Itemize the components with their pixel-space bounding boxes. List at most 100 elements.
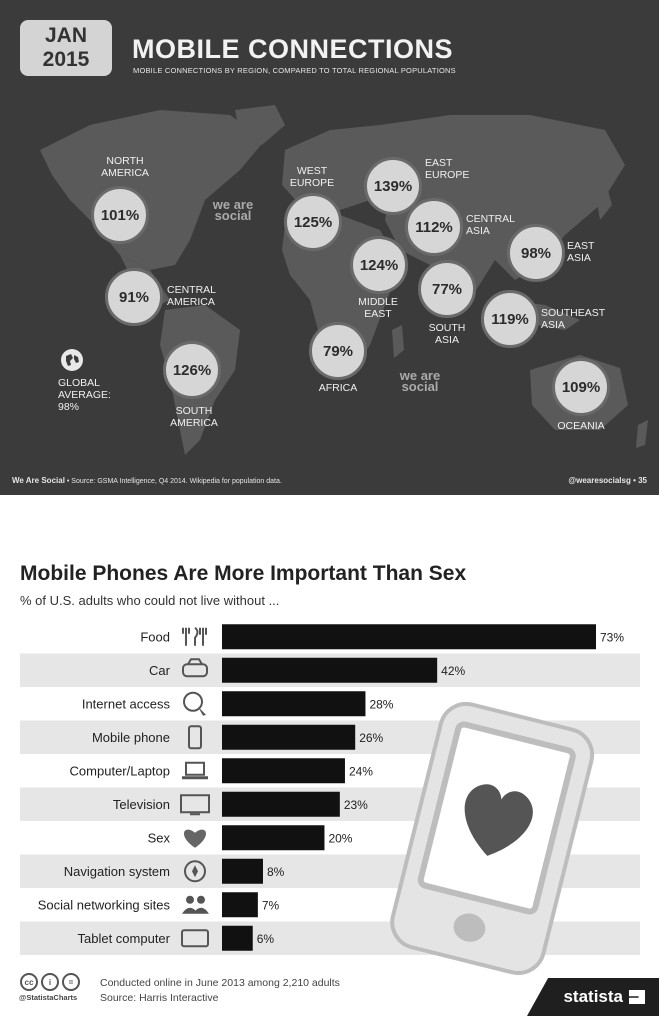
category-label: Sex — [148, 830, 171, 845]
value-label: 7% — [262, 898, 280, 912]
chart-title: Mobile Phones Are More Important Than Se… — [20, 562, 467, 585]
laptop-screen — [185, 761, 205, 776]
statista-mark-icon — [629, 990, 645, 1004]
region-label-east-europe: EAST EUROPE — [425, 157, 470, 181]
date-year: 2015 — [42, 48, 90, 71]
mobile-phone-icon — [188, 725, 202, 750]
cutlery-shape — [182, 626, 207, 646]
watermark-logo: we are social — [399, 368, 441, 394]
statista-handle: @StatistaCharts — [19, 993, 78, 1002]
source-note: Source: Harris Interactive — [100, 992, 219, 1004]
region-label-oceania: OCEANIA — [557, 420, 605, 432]
footer-page-number: 35 — [638, 476, 647, 485]
value-label: 8% — [267, 865, 285, 879]
region-bubble-east-europe: 139% — [364, 157, 422, 215]
value-label: 42% — [441, 664, 465, 678]
region-bubble-southeast-asia: 119% — [481, 290, 539, 348]
value-label: 24% — [349, 764, 373, 778]
bar-internet-access — [222, 691, 366, 717]
infographic-subtitle: MOBILE CONNECTIONS BY REGION, COMPARED T… — [133, 66, 456, 75]
watermark-logo: we are social — [212, 197, 254, 223]
region-label-north-america: NORTH AMERICA — [101, 155, 149, 179]
no-derivatives-icon: = — [62, 973, 80, 991]
people-icon — [182, 895, 209, 914]
footer-handle: @wearesocialsg — [568, 476, 631, 485]
compass-icon — [184, 860, 206, 883]
person-head — [186, 895, 194, 904]
footer-source-text: Source: GSMA Intelligence, Q4 2014. Wiki… — [71, 478, 282, 485]
region-bubble-central-america: 91% — [105, 268, 163, 326]
region-bubble-africa: 79% — [309, 322, 367, 380]
value-label: 28% — [369, 697, 393, 711]
global-average-value: 98% — [58, 401, 80, 413]
category-label: Tablet computer — [78, 931, 171, 946]
category-label: Social networking sites — [38, 897, 171, 912]
category-label: Computer/Laptop — [70, 763, 170, 778]
statista-logo[interactable]: statista — [527, 978, 659, 1016]
category-label: Food — [140, 629, 170, 644]
bars — [222, 624, 596, 951]
value-labels: 73% 42% 28% 26% 24% 23% 20% 8% 7% 6% — [257, 630, 625, 946]
region-label-central-america: CENTRAL AMERICA — [167, 284, 216, 308]
top-footer-handle: @wearesocialsg • 35 — [568, 476, 647, 485]
compass-ring — [184, 860, 206, 883]
attribution-icon: i — [41, 973, 59, 991]
infographic-title: MOBILE CONNECTIONS — [132, 34, 454, 64]
category-label: Navigation system — [64, 864, 170, 879]
globe-cursor-icon — [183, 691, 206, 716]
license-icons: cc i = — [20, 973, 80, 991]
value-label: 73% — [600, 630, 624, 644]
value-label: 23% — [344, 798, 368, 812]
category-label: Mobile phone — [92, 730, 170, 745]
category-labels: Food Car Internet access Mobile phone Comput… — [38, 629, 171, 946]
bar-chart: Food Car Internet access Mobile phone Comput… — [20, 624, 640, 976]
region-label-east-asia: EAST ASIA — [567, 240, 595, 264]
creative-commons-icon: cc — [20, 973, 38, 991]
car-icon — [182, 658, 208, 678]
television-icon — [180, 794, 210, 816]
bar-computer-laptop — [222, 758, 345, 784]
bar-tablet-computer — [222, 925, 253, 951]
car-body — [182, 663, 208, 678]
region-bubble-north-america: 101% — [91, 186, 149, 244]
person-head — [197, 895, 205, 904]
region-bubble-west-europe: 125% — [284, 193, 342, 251]
global-average: GLOBAL AVERAGE: 98% — [58, 377, 114, 413]
bar-sex — [222, 825, 325, 851]
chart-footnote: Conducted online in June 2013 among 2,21… — [100, 976, 340, 1006]
tv-screen — [180, 794, 210, 814]
survey-note: Conducted online in June 2013 among 2,21… — [100, 977, 340, 989]
region-bubble-east-asia: 98% — [507, 224, 565, 282]
category-label: Television — [113, 797, 170, 812]
bar-food — [222, 624, 596, 650]
region-bubble-south-asia: 77% — [418, 260, 476, 318]
globe-shape — [183, 691, 203, 712]
statista-brand-text: statista — [563, 987, 623, 1006]
compass-needle — [192, 865, 198, 878]
phone-shape — [188, 725, 202, 750]
bar-car — [222, 657, 438, 683]
region-label-middle-east: MIDDLE EAST — [358, 296, 398, 320]
region-bubble-oceania: 109% — [552, 358, 610, 416]
footer-brand: We Are Social — [12, 476, 65, 485]
value-label: 20% — [328, 831, 352, 845]
date-month: JAN — [44, 24, 87, 47]
category-label: Internet access — [82, 696, 171, 711]
car-roof — [187, 658, 203, 665]
region-label-west-europe: WEST EUROPE — [289, 165, 335, 189]
category-icons — [180, 626, 210, 948]
bar-mobile-phone — [222, 724, 356, 750]
chart-subtitle: % of U.S. adults who could not live with… — [20, 593, 280, 608]
region-bubble-south-america: 126% — [163, 341, 221, 399]
tablet-shape — [181, 929, 209, 948]
region-label-africa: AFRICA — [318, 382, 358, 394]
region-label-central-asia: CENTRAL ASIA — [466, 213, 515, 237]
tablet-icon — [181, 929, 209, 948]
date-badge: JAN 2015 — [20, 20, 112, 76]
laptop-icon — [182, 761, 208, 780]
bar-social-networking-sites — [222, 892, 258, 918]
heart-shape — [183, 829, 207, 848]
value-label: 26% — [359, 731, 383, 745]
region-label-southeast-asia: SOUTHEAST ASIA — [541, 307, 605, 331]
region-bubble-middle-east: 124% — [350, 236, 408, 294]
